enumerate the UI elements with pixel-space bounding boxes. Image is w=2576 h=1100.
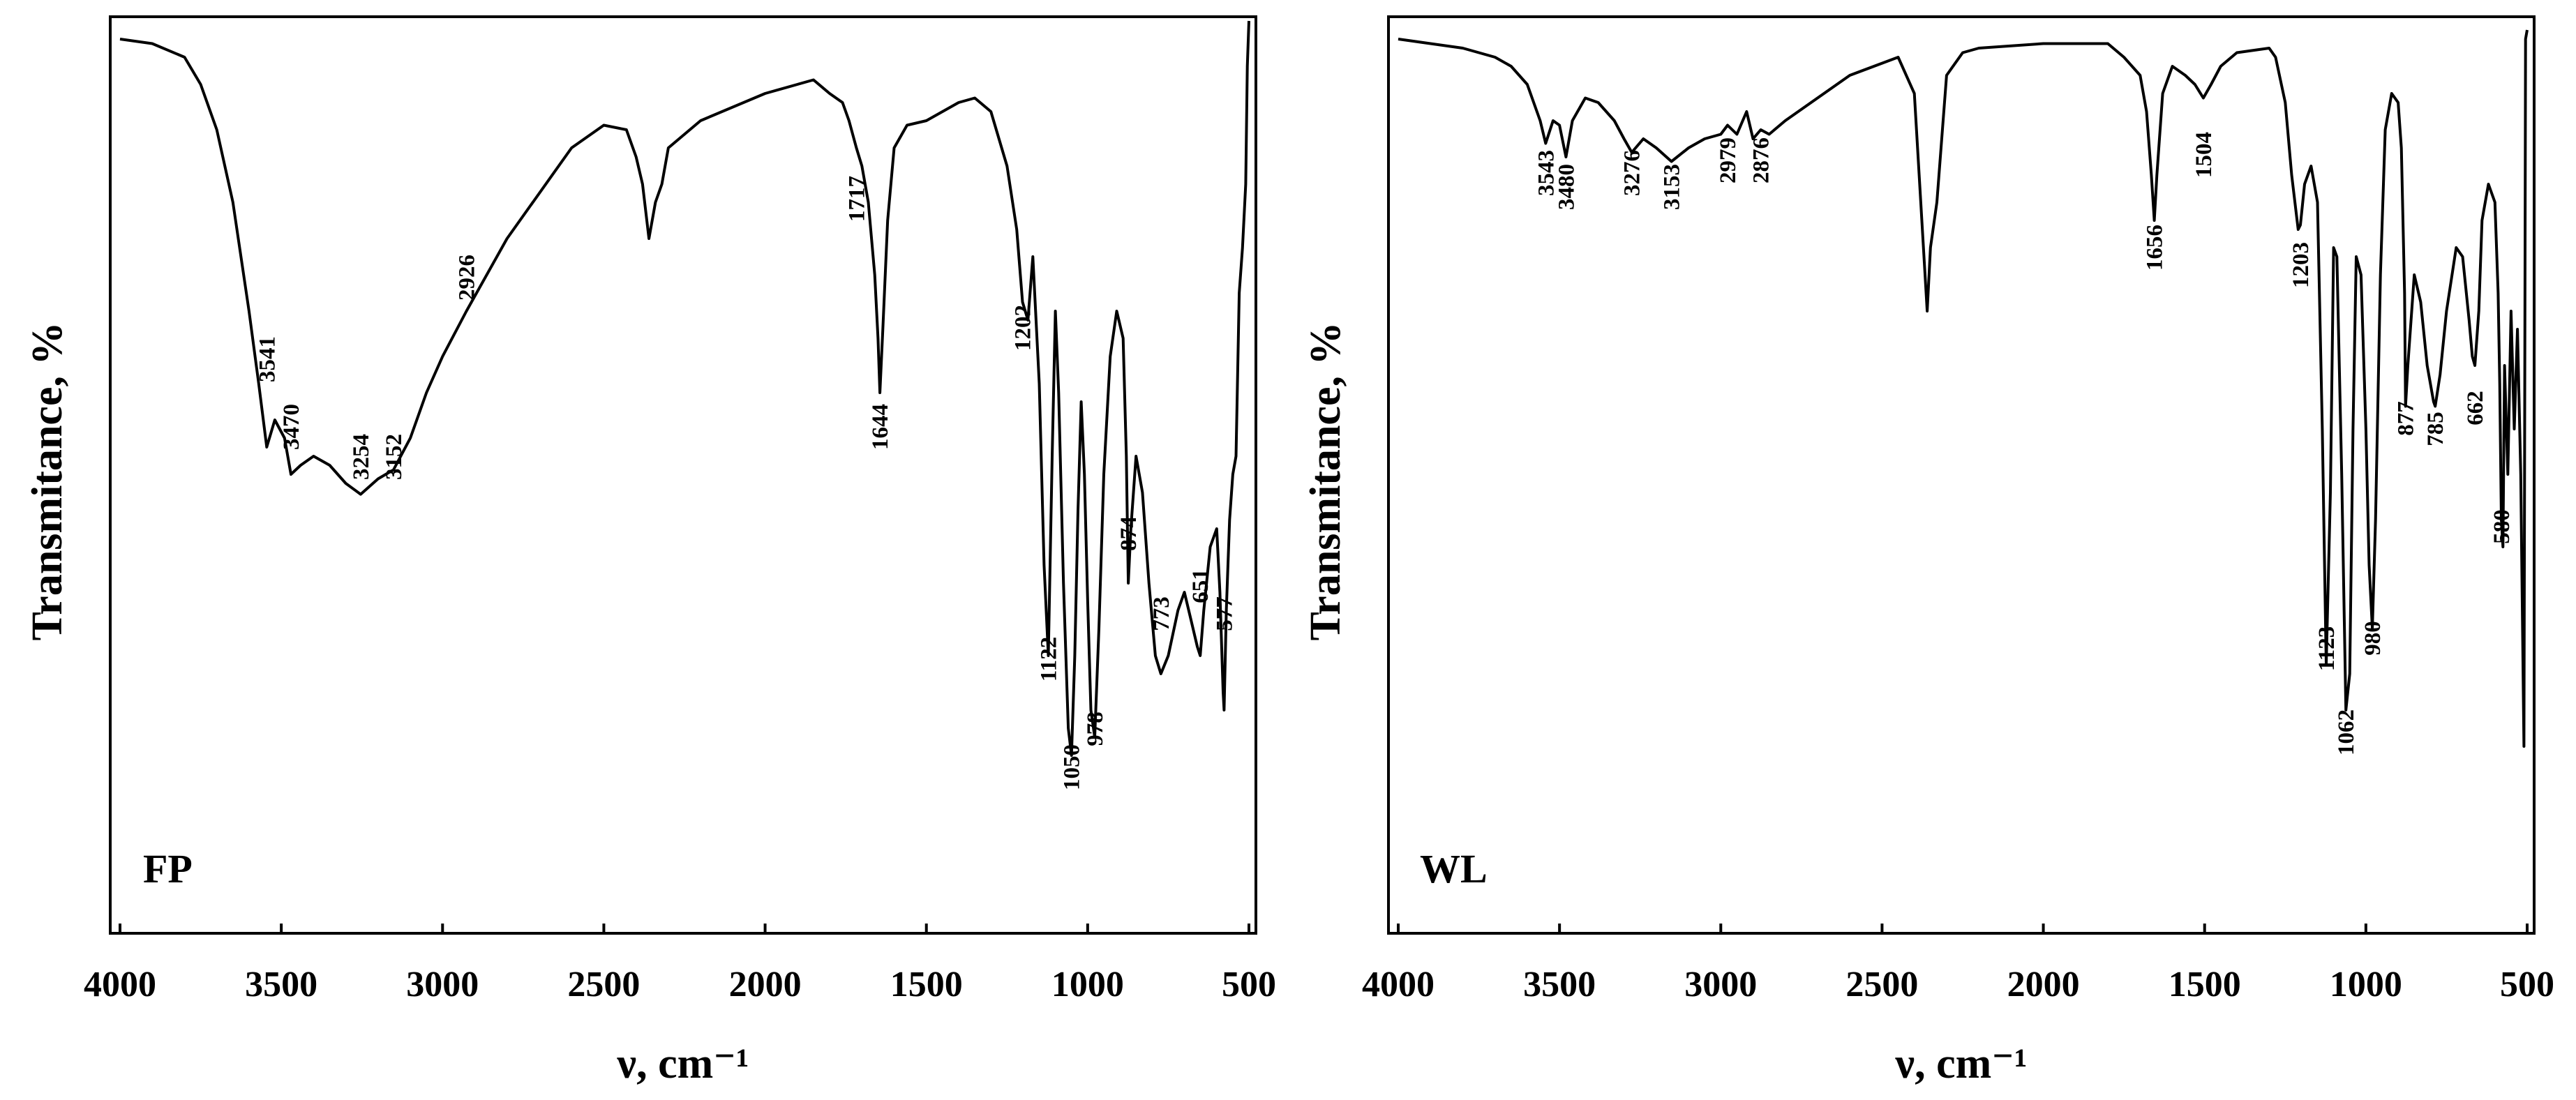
panel-fp: 4000 3500 3000 2500 2000 1500 1000 500 3541 3470… xyxy=(24,15,1276,1087)
peak-label: 2876 xyxy=(1749,137,1774,183)
sample-label-fp: FP xyxy=(143,846,193,891)
peak-label: 1656 xyxy=(2143,225,2168,271)
peak-label: 1202 xyxy=(1011,305,1036,351)
peak-label: 3152 xyxy=(382,434,407,480)
x-tick-label: 1000 xyxy=(1051,965,1124,1004)
x-tick-label: 2500 xyxy=(1845,965,1918,1004)
x-tick-label: 3500 xyxy=(1523,965,1596,1004)
x-tick-label: 1000 xyxy=(2330,965,2402,1004)
x-axis-label-fp: ν, cm⁻¹ xyxy=(616,1040,749,1087)
peak-label: 1203 xyxy=(2289,242,2314,288)
peak-label: 662 xyxy=(2463,391,2488,425)
peak-label: 3480 xyxy=(1554,164,1579,210)
spectrum-line-wl xyxy=(1398,29,2529,748)
x-tick-label: 2000 xyxy=(2007,965,2080,1004)
sample-label-wl: WL xyxy=(1420,846,1488,891)
x-tick-label: 500 xyxy=(2500,965,2554,1004)
peak-label: 1122 xyxy=(1037,637,1062,681)
peak-label: 3153 xyxy=(1660,164,1685,210)
x-tick-label: 2000 xyxy=(729,965,802,1004)
peak-label: 1123 xyxy=(2314,626,2339,671)
peak-label: 1717 xyxy=(844,176,869,222)
x-tick-label: 3500 xyxy=(245,965,317,1004)
peak-label: 1504 xyxy=(2192,132,2217,178)
peak-label: 3470 xyxy=(279,404,304,450)
x-tick-label: 3000 xyxy=(1684,965,1757,1004)
x-ticks-wl: 4000 3500 3000 2500 2000 1500 1000 500 xyxy=(1362,924,2554,1004)
spectrum-line-fp xyxy=(119,20,1250,757)
peak-label: 3541 xyxy=(255,336,280,382)
peak-label: 980 xyxy=(2360,621,2386,656)
peak-label: 651 xyxy=(1188,568,1213,603)
peak-label: 874 xyxy=(1116,516,1141,551)
y-axis-label-fp: Transmitance, % xyxy=(24,322,71,641)
x-tick-label: 1500 xyxy=(2169,965,2241,1004)
peak-label: 3276 xyxy=(1620,150,1645,196)
peak-label: 877 xyxy=(2394,401,2419,436)
peak-label: 978 xyxy=(1083,711,1108,746)
x-tick-label: 500 xyxy=(1222,965,1276,1004)
peak-label: 773 xyxy=(1149,596,1174,631)
peak-label: 580 xyxy=(2489,509,2515,544)
x-tick-label: 3000 xyxy=(406,965,479,1004)
peak-label: 3254 xyxy=(349,434,374,480)
x-tick-label: 4000 xyxy=(84,965,156,1004)
peak-label: 2926 xyxy=(455,255,480,301)
peak-label: 3543 xyxy=(1534,150,1559,196)
peak-label: 1050 xyxy=(1060,744,1085,790)
peak-labels-fp: 3541 3470 3254 3152 2926 1717 1644 1202 1122 1050… xyxy=(255,176,1237,790)
peak-label: 577 xyxy=(1212,596,1237,631)
x-ticks-fp: 4000 3500 3000 2500 2000 1500 1000 500 xyxy=(84,924,1276,1004)
panel-wl: 4000 3500 3000 2500 2000 1500 1000 500 35433480… xyxy=(1302,15,2554,1087)
x-tick-label: 2500 xyxy=(567,965,640,1004)
y-axis-label-wl: Transmitance, % xyxy=(1302,322,1349,641)
plot-frame-fp xyxy=(109,15,1257,935)
peak-label: 785 xyxy=(2423,412,2448,446)
x-axis-label-wl: ν, cm⁻¹ xyxy=(1894,1040,2027,1087)
peak-label: 1062 xyxy=(2334,709,2359,755)
plot-frame-wl xyxy=(1387,15,2536,935)
peak-label: 1644 xyxy=(868,404,893,450)
peak-label: 2979 xyxy=(1716,137,1741,183)
x-tick-label: 4000 xyxy=(1362,965,1435,1004)
x-tick-label: 1500 xyxy=(890,965,963,1004)
